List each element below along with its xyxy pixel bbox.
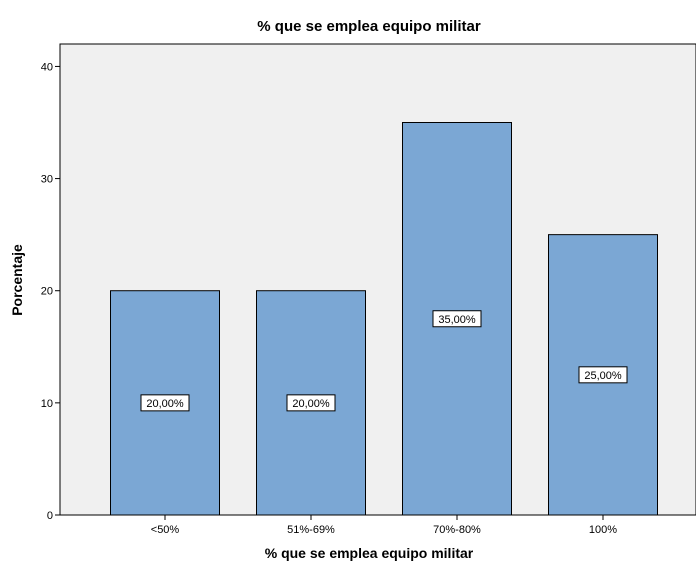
x-tick-label: 70%-80% xyxy=(433,524,481,536)
data-label-box xyxy=(432,310,482,328)
data-label: 35,00% xyxy=(438,314,476,326)
y-tick-label: 10 xyxy=(41,398,53,410)
x-axis: <50% 51%-69% 70%-80% 100% xyxy=(151,515,617,536)
x-tick-label: 100% xyxy=(589,524,617,536)
y-tick-label: 40 xyxy=(41,61,53,73)
y-tick-label: 20 xyxy=(41,286,53,298)
bar xyxy=(110,290,220,516)
data-label-box xyxy=(140,394,190,412)
data-label: 25,00% xyxy=(584,370,622,382)
x-tick-label: <50% xyxy=(151,524,180,536)
y-axis: 0 10 20 30 40 xyxy=(41,61,60,522)
bars: 20,00% 20,00% 35,00% 25,00% xyxy=(110,122,658,516)
y-axis-label: Porcentaje xyxy=(9,244,25,316)
data-label-box xyxy=(578,366,628,384)
y-tick-label: 0 xyxy=(47,510,53,522)
y-tick-label: 30 xyxy=(41,174,53,186)
x-axis-label: % que se emplea equipo militar xyxy=(265,545,474,561)
data-label: 20,00% xyxy=(292,398,330,410)
data-label: 20,00% xyxy=(146,398,184,410)
data-label-box xyxy=(286,394,336,412)
x-tick-label: 51%-69% xyxy=(287,524,335,536)
chart-title: % que se emplea equipo militar xyxy=(257,18,481,35)
